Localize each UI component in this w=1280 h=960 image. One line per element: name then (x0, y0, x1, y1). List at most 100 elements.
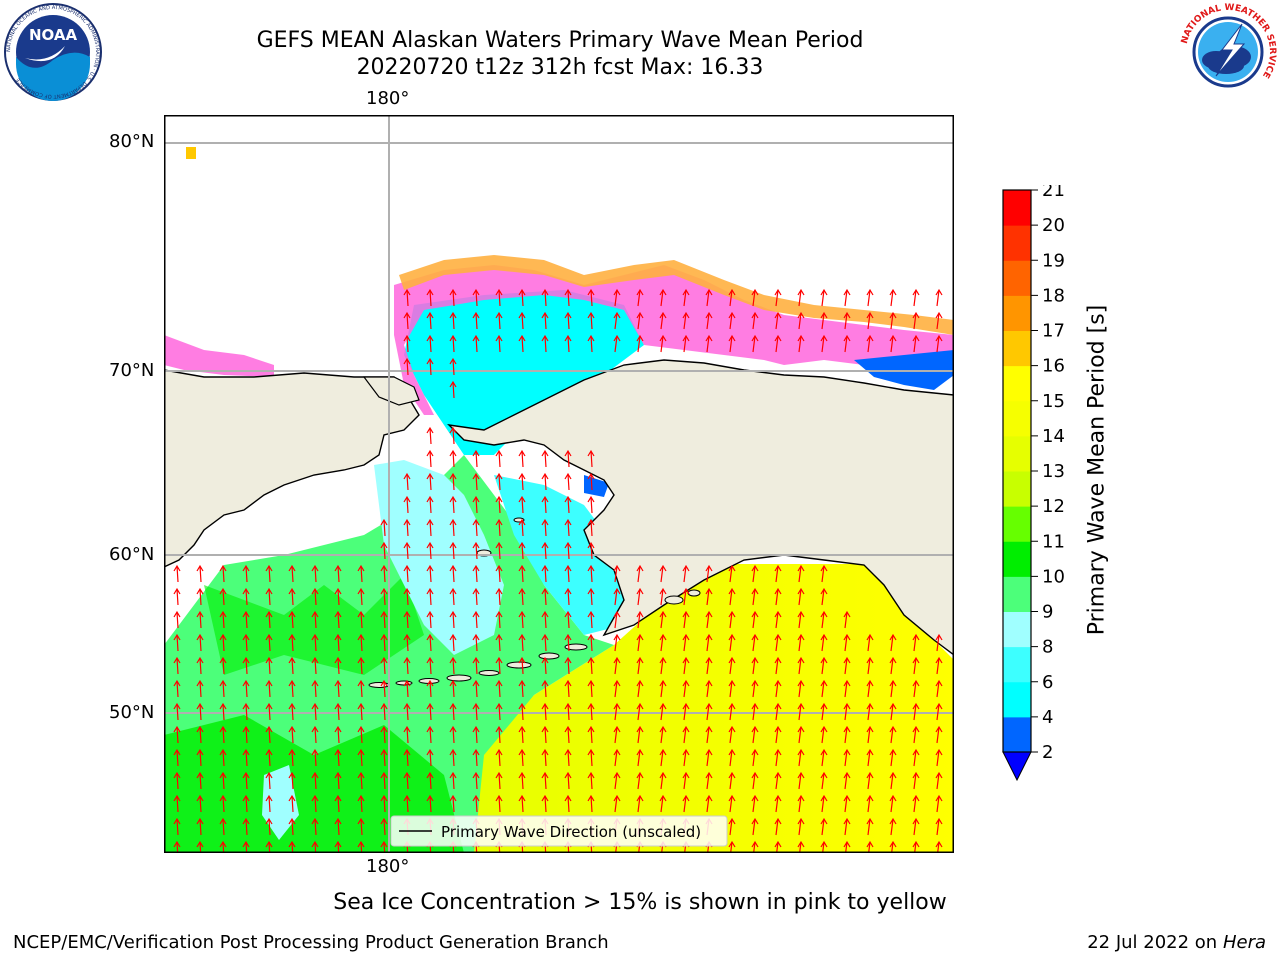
wave-arrow (912, 633, 920, 652)
wave-arrow (173, 817, 181, 836)
colorbar-swatch (1003, 576, 1031, 612)
wave-arrow (541, 610, 549, 629)
wave-arrow (682, 334, 690, 353)
wave-arrow (682, 311, 690, 330)
wave-arrow (728, 771, 736, 790)
colorbar-swatch (1003, 260, 1031, 296)
wave-arrow (587, 633, 595, 652)
wave-arrow (541, 472, 549, 491)
wave-arrow (472, 288, 480, 307)
wave-arrow (659, 702, 667, 721)
wave-arrow (866, 334, 874, 353)
wave-arrow (219, 725, 227, 744)
wave-arrow (403, 771, 411, 790)
wave-arrow (472, 679, 480, 698)
chart-title: GEFS MEAN Alaskan Waters Primary Wave Me… (256, 28, 864, 53)
wave-arrow (587, 725, 595, 744)
wave-arrow (705, 679, 713, 698)
wave-arrow (219, 702, 227, 721)
wave-arrow (311, 817, 319, 836)
kotzebue-blue (584, 475, 609, 497)
wave-arrow (219, 587, 227, 606)
wave-arrow (935, 334, 943, 353)
wave-arrow (449, 633, 457, 652)
wave-arrow (495, 564, 503, 583)
wave-arrow (242, 633, 250, 652)
wave-arrow (472, 587, 480, 606)
wave-arrow (564, 311, 572, 330)
wave-arrow (541, 702, 549, 721)
wave-arrow (587, 679, 595, 698)
wave-arrow (659, 794, 667, 813)
wave-arrow (472, 311, 480, 330)
wave-arrow (912, 334, 920, 353)
wave-arrow (541, 794, 549, 813)
wave-arrow (196, 771, 204, 790)
wave-arrow (380, 587, 388, 606)
wave-arrow (242, 587, 250, 606)
wave-arrow (449, 495, 457, 514)
wave-arrow (613, 334, 621, 353)
wave-arrow (196, 656, 204, 675)
wave-arrow (518, 771, 526, 790)
wave-arrow (866, 633, 874, 652)
wave-arrow (495, 702, 503, 721)
wave-arrow (843, 748, 851, 767)
wave-arrow (935, 725, 943, 744)
wave-arrow (541, 288, 549, 307)
wave-arrow (682, 564, 690, 583)
wave-arrow (357, 679, 365, 698)
wave-arrow (564, 610, 572, 629)
wave-period-map: Primary Wave Direction (unscaled) (164, 115, 954, 853)
wave-arrow (265, 748, 273, 767)
wave-arrow (636, 334, 644, 353)
wave-arrow (242, 679, 250, 698)
wave-arrow (866, 656, 874, 675)
wave-arrow (797, 311, 805, 330)
wave-arrow (449, 518, 457, 537)
wave-arrow (449, 656, 457, 675)
colorbar-tick-label: 9 (1042, 602, 1053, 623)
wave-arrow (587, 495, 595, 514)
wave-arrow (196, 817, 204, 836)
wave-arrow (449, 380, 457, 399)
wave-arrow (518, 564, 526, 583)
wave-arrow (518, 794, 526, 813)
wave-arrow (403, 564, 411, 583)
wave-arrow (935, 748, 943, 767)
wave-arrow (587, 288, 595, 307)
wave-arrow (774, 311, 782, 330)
wave-arrow (751, 679, 759, 698)
wave-arrow (472, 771, 480, 790)
wave-arrow (426, 518, 434, 537)
wave-arrow (587, 564, 595, 583)
wave-arrow (242, 564, 250, 583)
wave-arrow (797, 794, 805, 813)
wave-arrow (426, 610, 434, 629)
wave-arrow (219, 633, 227, 652)
wave-arrow (426, 633, 434, 652)
wave-arrow (820, 702, 828, 721)
wave-arrow (705, 633, 713, 652)
wave-arrow (751, 656, 759, 675)
wave-arrow (751, 771, 759, 790)
wave-arrow (912, 702, 920, 721)
legend-label: Primary Wave Direction (unscaled) (441, 823, 701, 841)
wave-arrow (380, 679, 388, 698)
wave-arrow (472, 564, 480, 583)
wave-arrow (265, 587, 273, 606)
wave-arrow (311, 702, 319, 721)
wave-arrow (797, 587, 805, 606)
wave-arrow (265, 817, 273, 836)
wave-arrow (196, 587, 204, 606)
wave-arrow (564, 633, 572, 652)
wave-arrow (705, 311, 713, 330)
wave-arrow (797, 656, 805, 675)
wave-arrow (682, 794, 690, 813)
colorbar-title: Primary Wave Mean Period [s] (1084, 304, 1110, 636)
wave-arrow (728, 840, 736, 853)
wave-arrow (426, 725, 434, 744)
wave-arrow (613, 587, 621, 606)
wave-arrow (728, 725, 736, 744)
wave-arrow (774, 564, 782, 583)
